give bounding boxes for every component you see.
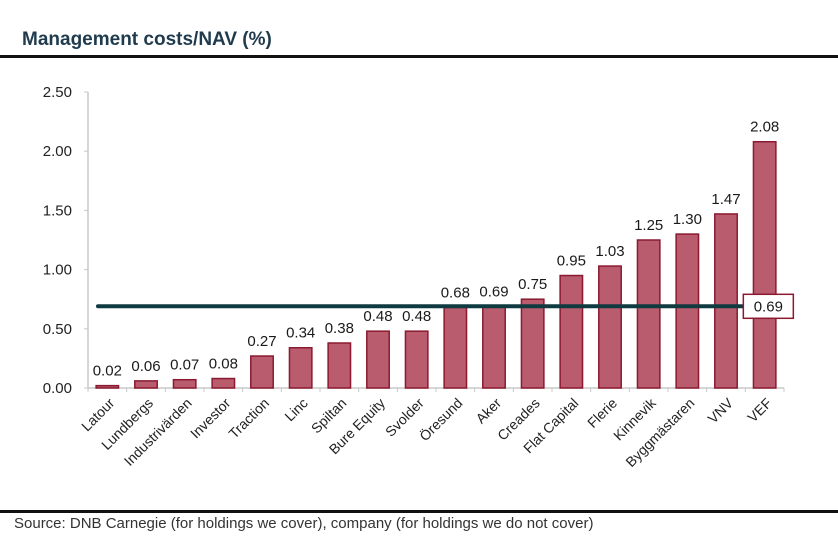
bar-kinnevik [636, 239, 661, 389]
y-tick-label: 1.50 [43, 202, 72, 219]
category-label: Byggmästaren [622, 395, 697, 470]
data-label: 0.75 [518, 276, 547, 293]
data-label: 0.68 [441, 284, 470, 301]
bar-öresund [443, 306, 468, 389]
bar-flerie [598, 265, 622, 389]
y-tick-label: 1.00 [43, 262, 72, 279]
category-label: Traction [225, 395, 272, 442]
data-label: 0.27 [247, 333, 276, 350]
data-label: 0.34 [286, 325, 315, 342]
bar-vnv [714, 213, 738, 389]
data-label: 0.06 [131, 358, 160, 375]
bar-lundbergs [134, 380, 158, 389]
data-label: 2.08 [750, 119, 779, 136]
category-label: Investor [187, 395, 234, 442]
data-label: 0.08 [209, 356, 238, 373]
bar-vef [752, 140, 777, 389]
data-label: 1.47 [711, 191, 740, 208]
data-label: 1.03 [595, 243, 624, 260]
chart-title: Management costs/NAV (%) [22, 29, 272, 50]
data-label: 0.02 [93, 363, 122, 380]
data-label: 0.95 [557, 253, 586, 270]
source-note: Source: DNB Carnegie (for holdings we co… [14, 515, 594, 532]
bar-linc [288, 346, 313, 389]
title-divider [0, 55, 838, 58]
reference-label: 0.69 [754, 298, 783, 315]
category-label: Industrivärden [121, 395, 195, 469]
bar-spiltan [327, 342, 352, 389]
category-label: Öresund [415, 394, 465, 444]
category-label: Aker [472, 395, 504, 427]
bar-chart: 0.00 0.50 1.00 1.50 2.00 2.50 0.69 0.02 0.06 0.07… [43, 84, 795, 470]
data-label: 0.69 [479, 283, 508, 300]
bar-svolder [404, 330, 429, 389]
reference-label-box [742, 293, 795, 320]
bar-bure-equity [366, 330, 390, 389]
data-label: 0.07 [170, 357, 199, 374]
bar-creades [520, 298, 545, 389]
category-label: Linc [281, 395, 310, 424]
data-label: 0.38 [325, 320, 354, 337]
source-divider [0, 510, 838, 513]
data-label: 1.30 [673, 211, 702, 228]
category-label: VEF [744, 395, 775, 426]
data-label: 1.25 [634, 217, 663, 234]
category-label: Flerie [584, 395, 620, 431]
bar-flat-capital [559, 274, 584, 389]
bar-industrivärden [172, 378, 197, 389]
data-label: 0.48 [363, 308, 392, 325]
y-tick-label: 0.00 [43, 380, 72, 397]
bar-byggmästaren [675, 233, 700, 389]
y-tick-label: 2.00 [43, 143, 72, 160]
y-tick-label: 0.50 [43, 321, 72, 338]
category-label: VNV [704, 394, 736, 426]
bar-aker [482, 305, 506, 389]
bar-latour [95, 384, 120, 389]
bar-investor [211, 377, 236, 389]
data-label: 0.48 [402, 308, 431, 325]
bar-traction [250, 355, 274, 389]
y-tick-label: 2.50 [43, 84, 72, 101]
